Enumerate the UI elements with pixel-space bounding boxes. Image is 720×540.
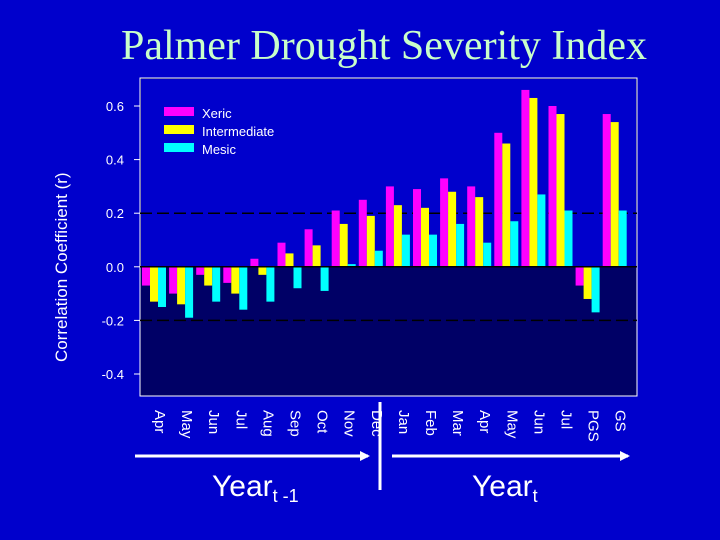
legend-swatch-intermediate — [164, 125, 194, 134]
y-tick-label-2: 0.2 — [106, 206, 124, 221]
bar-mesic-mar-11 — [456, 223, 465, 267]
x-tick-label-16: PGS — [585, 410, 602, 442]
bar-xeric-jul-3 — [223, 266, 232, 283]
x-tick-label-11: Mar — [449, 410, 466, 436]
bar-xeric-may-1 — [169, 266, 178, 294]
x-tick-label-4: Aug — [259, 410, 276, 437]
bar-mesic-apr-12 — [483, 242, 492, 267]
year-previous-subscript: t -1 — [272, 486, 299, 506]
bar-xeric-mar-11 — [440, 178, 449, 267]
bar-mesic-oct-6 — [320, 266, 329, 291]
bar-mesic-feb-10 — [429, 234, 437, 267]
bar-intermediate-jul-15 — [556, 114, 565, 267]
y-tick-label-4: -0.2 — [102, 313, 124, 328]
bar-xeric-feb-10 — [413, 189, 421, 267]
bar-intermediate-mar-11 — [448, 191, 457, 267]
bar-mesic-jun-2 — [212, 266, 221, 302]
legend-swatch-xeric — [164, 107, 194, 116]
bar-mesic-may-13 — [510, 221, 519, 267]
bar-xeric-may-13 — [494, 132, 503, 267]
x-tick-label-17: GS — [612, 410, 629, 432]
bar-intermediate-may-13 — [502, 143, 511, 267]
bar-xeric-gs-17 — [602, 114, 611, 267]
y-axis-ticks: 0.6 0.4 0.2 0.0 -0.2 -0.4 — [102, 99, 140, 382]
bar-xeric-oct-6 — [304, 229, 313, 267]
bar-intermediate-oct-6 — [312, 245, 321, 267]
x-tick-label-14: Jun — [530, 410, 547, 434]
bar-xeric-jan-9 — [385, 186, 394, 267]
x-tick-label-0: Apr — [151, 410, 168, 433]
bar-intermediate-jan-9 — [393, 205, 402, 267]
bar-mesic-nov-7 — [347, 264, 356, 267]
bar-xeric-pgs-16 — [575, 266, 584, 286]
bar-xeric-nov-7 — [331, 210, 340, 267]
bar-intermediate-feb-10 — [421, 207, 429, 267]
bar-mesic-gs-17 — [618, 210, 627, 267]
x-tick-label-8: Dec — [368, 410, 385, 437]
x-tick-label-10: Feb — [422, 410, 439, 436]
bar-mesic-jan-9 — [401, 234, 410, 267]
bar-mesic-apr-0 — [158, 266, 166, 307]
bar-mesic-sep-5 — [293, 266, 302, 289]
legend-label-mesic: Mesic — [202, 142, 236, 157]
bar-xeric-apr-0 — [142, 266, 150, 286]
bar-mesic-jul-15 — [564, 210, 573, 267]
bar-intermediate-apr-0 — [150, 266, 158, 302]
bar-series — [142, 89, 627, 318]
x-tick-label-9: Jan — [395, 410, 412, 434]
bar-mesic-may-1 — [185, 266, 194, 318]
y-tick-label-3: 0.0 — [106, 260, 124, 275]
bar-intermediate-gs-17 — [610, 122, 619, 267]
bar-xeric-aug-4 — [250, 258, 259, 267]
legend-label-xeric: Xeric — [202, 106, 232, 121]
year-arrows — [135, 402, 630, 490]
x-axis-ticks: Apr May Jun Jul Aug Sep Oct Nov Dec Jan Feb Mar Apr M… — [151, 410, 629, 442]
bar-mesic-jul-3 — [239, 266, 248, 310]
legend: Xeric Intermediate Mesic — [146, 96, 278, 172]
bar-intermediate-jul-3 — [231, 266, 240, 294]
bar-intermediate-jun-2 — [204, 266, 213, 286]
bar-mesic-aug-4 — [266, 266, 275, 302]
bar-xeric-sep-5 — [277, 242, 286, 267]
bar-xeric-dec-8 — [358, 199, 367, 267]
x-tick-label-15: Jul — [558, 410, 575, 429]
x-tick-label-3: Jul — [232, 410, 249, 429]
y-tick-label-5: -0.4 — [102, 367, 124, 382]
year-previous-text: Year — [212, 470, 273, 503]
x-tick-label-13: May — [503, 410, 520, 439]
year-current-subscript: t — [532, 486, 538, 506]
x-tick-label-1: May — [178, 410, 195, 439]
x-tick-label-2: Jun — [205, 410, 222, 434]
chart-title: Palmer Drought Severity Index — [120, 23, 648, 69]
bar-intermediate-sep-5 — [285, 253, 294, 267]
bar-xeric-jun-14 — [521, 89, 530, 267]
bar-intermediate-nov-7 — [339, 223, 348, 267]
bar-mesic-jun-14 — [537, 194, 546, 267]
year-current-label: Yeart — [472, 470, 538, 507]
x-tick-label-6: Oct — [314, 410, 331, 434]
y-tick-label-0: 0.6 — [106, 99, 124, 114]
bar-intermediate-aug-4 — [258, 266, 267, 275]
legend-swatch-mesic — [164, 143, 194, 152]
year-previous-label: Yeart -1 — [212, 470, 299, 507]
bar-xeric-apr-12 — [467, 186, 476, 267]
x-tick-label-7: Nov — [341, 410, 358, 437]
bar-mesic-pgs-16 — [591, 266, 600, 313]
bar-xeric-jul-15 — [548, 106, 557, 267]
y-tick-label-1: 0.4 — [106, 153, 124, 168]
x-tick-label-12: Apr — [476, 410, 493, 433]
bar-intermediate-jun-14 — [529, 97, 538, 267]
bar-intermediate-may-1 — [177, 266, 186, 305]
bar-intermediate-pgs-16 — [583, 266, 592, 299]
bar-intermediate-dec-8 — [366, 215, 375, 267]
bar-intermediate-apr-12 — [475, 197, 484, 267]
y-axis-label: Correlation Coefficient (r) — [52, 172, 71, 362]
legend-label-intermediate: Intermediate — [202, 124, 274, 139]
x-tick-label-5: Sep — [287, 410, 304, 437]
year-current-text: Year — [472, 470, 533, 503]
bar-mesic-dec-8 — [374, 250, 383, 267]
bar-xeric-jun-2 — [196, 266, 205, 275]
